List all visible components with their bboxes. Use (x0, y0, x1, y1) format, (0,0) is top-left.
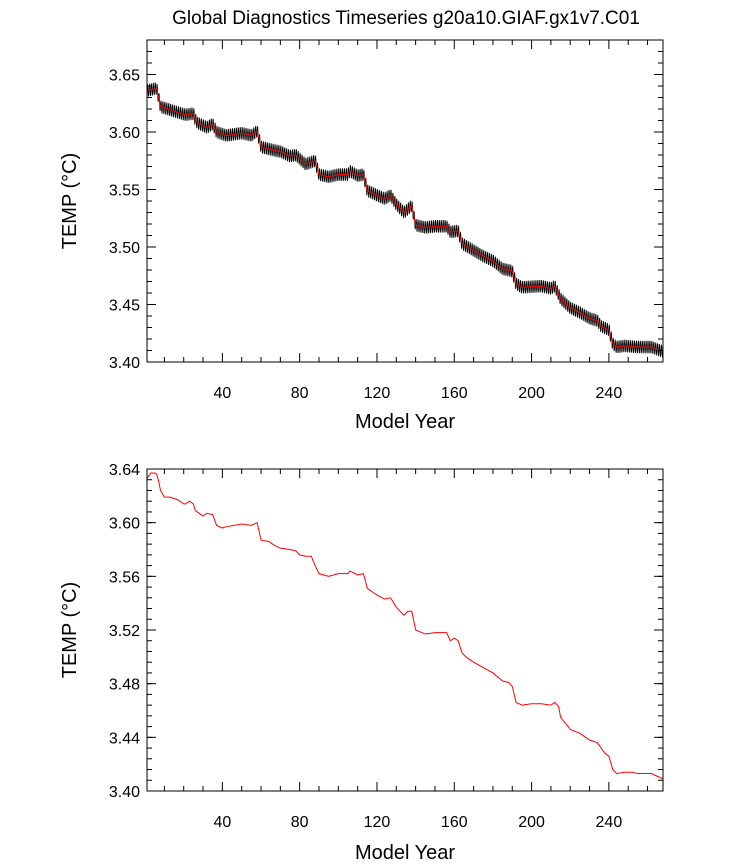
y-tick-label: 3.64 (109, 462, 140, 479)
top-chart-panel: 40 80 120 160 200 240 3.40 3.45 3.50 3.55 3.60 3.65… (59, 39, 664, 433)
series-monthly-line (147, 82, 663, 358)
x-tick-label: 240 (596, 385, 623, 402)
y-tick-label: 3.60 (109, 516, 140, 533)
bottom-tick-layer: 40 80 120 160 200 240 3.40 3.44 3.48 3.52 3.56 3.60… (109, 462, 663, 831)
y-tick-label: 3.44 (109, 730, 140, 747)
top-plot-frame (146, 39, 664, 363)
bottom-y-axis-label: TEMP (°C) (59, 582, 81, 679)
top-y-axis-label: TEMP (°C) (59, 153, 81, 250)
y-tick-label: 3.65 (109, 68, 140, 85)
x-tick-label: 240 (596, 814, 623, 831)
y-tick-label: 3.60 (109, 125, 140, 142)
x-tick-label: 160 (441, 385, 468, 402)
y-tick-label: 3.40 (109, 355, 140, 372)
y-tick-label: 3.56 (109, 569, 140, 586)
x-tick-label: 200 (518, 814, 545, 831)
y-tick-label: 3.55 (109, 183, 140, 200)
x-tick-label: 40 (213, 385, 231, 402)
y-tick-label: 3.52 (109, 623, 140, 640)
page-title: Global Diagnostics Timeseries g20a10.GIA… (172, 8, 640, 29)
series-annual-line (147, 472, 663, 780)
x-tick-label: 120 (364, 814, 391, 831)
bottom-x-axis-label: Model Year (355, 842, 455, 864)
top-series-layer (147, 82, 663, 358)
bottom-plot-frame (146, 468, 664, 792)
y-tick-label: 3.48 (109, 677, 140, 694)
bottom-series-layer (147, 472, 663, 780)
x-tick-label: 80 (291, 385, 309, 402)
x-tick-label: 160 (441, 814, 468, 831)
y-tick-label: 3.40 (109, 784, 140, 801)
x-tick-label: 200 (518, 385, 545, 402)
x-tick-label: 80 (291, 814, 309, 831)
series-annual-line (147, 87, 663, 353)
y-tick-label: 3.45 (109, 298, 140, 315)
x-tick-label: 120 (364, 385, 391, 402)
bottom-chart-panel: 40 80 120 160 200 240 3.40 3.44 3.48 3.52 3.56 3.60… (59, 462, 664, 864)
top-x-axis-label: Model Year (355, 411, 455, 433)
top-tick-layer: 40 80 120 160 200 240 3.40 3.45 3.50 3.55 3.60 3.65 (109, 39, 663, 402)
x-tick-label: 40 (213, 814, 231, 831)
y-tick-label: 3.50 (109, 240, 140, 257)
